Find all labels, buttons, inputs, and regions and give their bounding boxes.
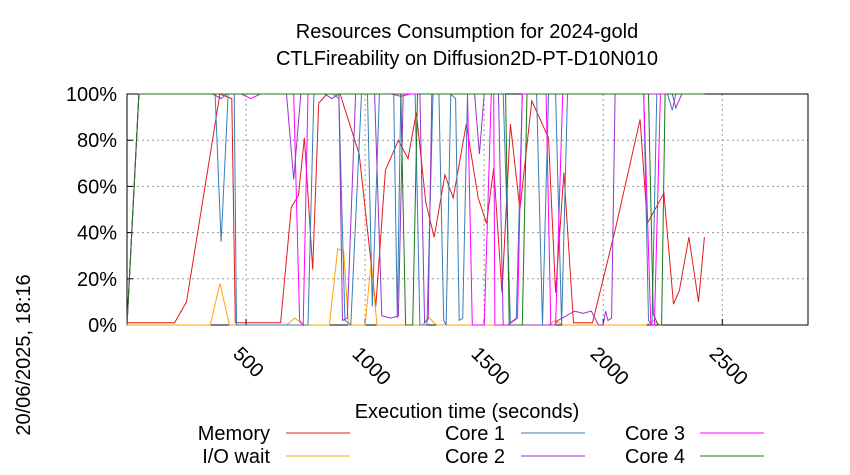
timestamp-label: 20/06/2025, 18:16 bbox=[13, 274, 35, 435]
series-line-core-1 bbox=[126, 92, 705, 327]
series-line-i-o-wait bbox=[127, 248, 661, 326]
x-tick-label: 1000 bbox=[348, 343, 395, 390]
y-tick-label: 80% bbox=[77, 130, 117, 152]
legend-label-memory: Memory bbox=[198, 423, 270, 445]
legend-label-i-o-wait: I/O wait bbox=[202, 446, 270, 468]
legend-label-core-2: Core 2 bbox=[445, 446, 505, 468]
x-tick-label: 500 bbox=[229, 343, 268, 382]
y-tick-label: 40% bbox=[77, 223, 117, 245]
y-tick-label: 20% bbox=[77, 269, 117, 291]
y-tick-label: 0% bbox=[88, 315, 117, 337]
x-tick-label: 1500 bbox=[467, 343, 514, 390]
series-line-core-4 bbox=[126, 93, 705, 326]
chart-title: Resources Consumption for 2024-gold bbox=[296, 21, 638, 43]
plot-area: 0% 20% 40% 60% 80% 100% 500 1000 1500 2000 2500 bbox=[66, 84, 809, 390]
legend-label-core-3: Core 3 bbox=[625, 423, 685, 445]
y-tick-label: 60% bbox=[77, 176, 117, 198]
x-tick-label: 2000 bbox=[586, 343, 633, 390]
y-tick-label: 100% bbox=[66, 84, 117, 106]
legend-label-core-1: Core 1 bbox=[445, 423, 505, 445]
legend-label-core-4: Core 4 bbox=[625, 446, 685, 468]
x-tick-label: 2500 bbox=[705, 343, 752, 390]
x-axis-label: Execution time (seconds) bbox=[355, 401, 580, 423]
chart-subtitle: CTLFireability on Diffusion2D-PT-D10N010 bbox=[276, 48, 658, 70]
